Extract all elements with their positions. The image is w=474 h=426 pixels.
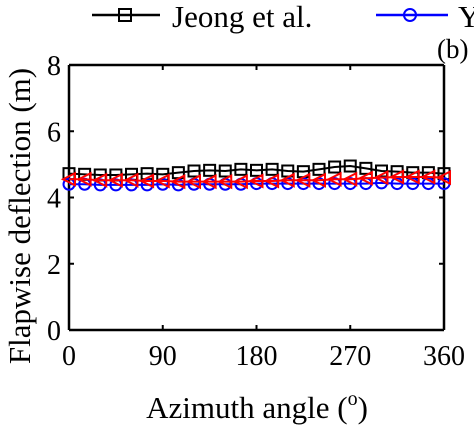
y-tick-label-1: 2 <box>47 250 61 281</box>
series-1-point-17 <box>328 160 342 174</box>
series-1-point-18 <box>343 159 357 173</box>
series-1-point-8 <box>187 164 201 178</box>
x-axis-label-close: ) <box>358 390 368 425</box>
series-1-point-13 <box>265 162 279 176</box>
x-axis-label: Azimuth angle (o) <box>146 388 368 425</box>
series-3-point-17 <box>326 171 342 187</box>
series-1-point-10 <box>218 164 232 178</box>
x-tick-label-1: 90 <box>149 341 177 372</box>
y-tick-label-2: 4 <box>47 184 61 215</box>
series-3-point-19 <box>357 170 373 186</box>
series-3-point-21 <box>388 169 405 185</box>
series-3-point-2 <box>92 172 108 188</box>
series-3-point-6 <box>154 173 170 189</box>
series-3-point-0 <box>60 171 76 187</box>
series-3-point-4 <box>123 172 139 188</box>
series-1-point-19 <box>359 161 373 175</box>
legend-entry-series-1: Jeong et al. <box>92 0 312 34</box>
series-3-point-5 <box>138 173 155 189</box>
legend-marker-circle <box>403 8 417 22</box>
series-3-point-3 <box>107 172 123 188</box>
series-1-point-9 <box>203 163 217 177</box>
series-3-point-7 <box>170 173 186 190</box>
series-3 <box>60 169 451 190</box>
x-axis-label-sup: o <box>348 388 358 410</box>
series-3-point-23 <box>420 169 436 185</box>
series-3-point-22 <box>404 169 420 185</box>
series-3-point-13 <box>263 173 280 189</box>
x-tick-label-0: 0 <box>62 341 76 372</box>
series-line-3 <box>69 175 445 183</box>
series-3-point-10 <box>217 173 233 190</box>
series-3-point-16 <box>310 172 326 188</box>
x-tick-label-2: 180 <box>236 341 278 372</box>
y-tick-label-3: 6 <box>47 117 61 148</box>
legend: Jeong et al. Y <box>92 0 474 34</box>
legend-label-series-1: Jeong et al. <box>172 0 312 34</box>
x-axis-label-text: Azimuth angle ( <box>146 390 347 425</box>
legend-marker-square <box>118 8 132 22</box>
y-axis-label: Flapwise deflection (m) <box>2 68 37 364</box>
series-3-point-8 <box>185 173 201 190</box>
series-line-1 <box>68 165 445 176</box>
x-ticks: 0 90 180 270 360 <box>62 65 465 372</box>
legend-entry-series-2: Y <box>376 0 474 34</box>
y-ticks: 0 2 4 6 8 <box>47 51 444 347</box>
series-3-point-11 <box>232 173 248 190</box>
series-1-point-11 <box>234 162 248 176</box>
panel-label: (b) <box>437 34 468 64</box>
series-3-point-20 <box>373 170 389 186</box>
x-tick-label-4: 360 <box>423 341 465 372</box>
y-tick-label-0: 0 <box>47 316 61 347</box>
series-layer <box>60 159 451 192</box>
series-3-point-14 <box>279 172 295 188</box>
series-3-point-1 <box>76 171 92 187</box>
series-3-point-9 <box>201 173 217 190</box>
series-1-point-12 <box>250 163 263 177</box>
series-1-point-16 <box>312 162 326 176</box>
x-tick-label-3: 270 <box>329 341 371 372</box>
y-tick-label-4: 8 <box>47 51 61 82</box>
series-3-point-15 <box>295 172 311 188</box>
series-3-point-12 <box>248 173 264 189</box>
axes-frame <box>67 63 446 332</box>
legend-label-truncated: Y <box>458 0 474 34</box>
series-3-point-24 <box>435 170 451 186</box>
series-3-point-18 <box>342 171 358 187</box>
